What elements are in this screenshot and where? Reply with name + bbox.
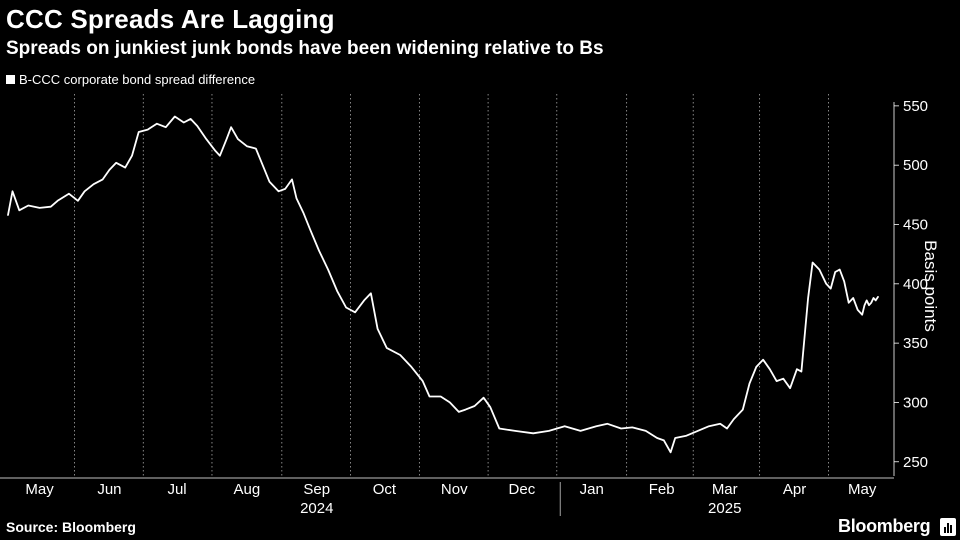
x-tick-label: Nov — [441, 481, 468, 498]
series-line — [7, 115, 879, 454]
x-tick-label: Oct — [373, 481, 397, 498]
x-tick-label: Jan — [580, 481, 604, 498]
y-tick-label: 550 — [903, 98, 928, 115]
x-tick-label: Apr — [783, 481, 806, 498]
x-tick-label: May — [848, 481, 877, 498]
legend: B-CCC corporate bond spread difference — [6, 72, 255, 87]
y-axis-label: Basis points — [921, 240, 940, 332]
x-tick-label: Jul — [167, 481, 186, 498]
y-tick-label: 450 — [903, 216, 928, 233]
chart-title: CCC Spreads Are Lagging — [6, 4, 335, 34]
year-label: 2025 — [708, 500, 741, 517]
x-tick-label: Dec — [509, 481, 536, 498]
x-tick-label: Feb — [649, 481, 675, 498]
y-tick-label: 300 — [903, 394, 928, 411]
x-tick-label: Jun — [97, 481, 121, 498]
y-tick-label: 350 — [903, 335, 928, 352]
y-tick-label: 400 — [903, 276, 928, 293]
legend-label: B-CCC corporate bond spread difference — [19, 72, 256, 87]
chart-subtitle: Spreads on junkiest junk bonds have been… — [6, 38, 604, 59]
source-note: Source: Bloomberg — [6, 519, 136, 535]
brand-logo: Bloomberg — [838, 516, 931, 536]
legend-swatch — [6, 75, 15, 84]
x-tick-label: Mar — [712, 481, 738, 498]
y-tick-label: 500 — [903, 157, 928, 174]
x-tick-label: Sep — [303, 481, 330, 498]
bloomberg-badge-icon — [940, 518, 956, 536]
year-label: 2024 — [300, 500, 333, 517]
x-tick-label: May — [25, 481, 54, 498]
x-tick-label: Aug — [234, 481, 261, 498]
y-tick-label: 250 — [903, 454, 928, 471]
